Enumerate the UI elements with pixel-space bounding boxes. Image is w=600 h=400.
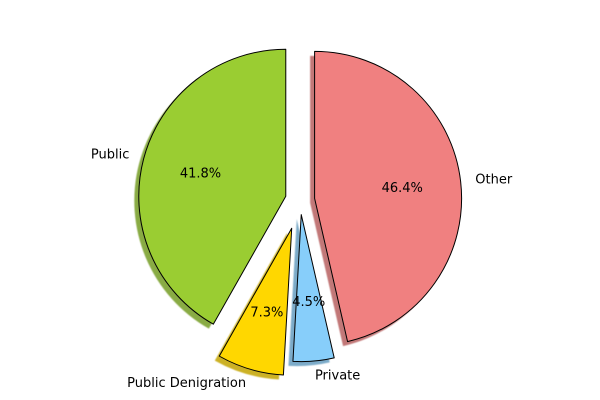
pct-label-private: 4.5% (292, 295, 325, 310)
pie-slice-public (138, 48, 287, 325)
pie-slice-other (314, 50, 463, 343)
category-label-public: Public (91, 148, 129, 163)
category-label-other: Other (475, 173, 513, 188)
pie-slice-public-denigration (218, 227, 293, 376)
pie-slice-private (292, 214, 335, 363)
pie-slices (138, 48, 463, 376)
pct-label-public: 41.8% (180, 166, 221, 181)
category-label-private: Private (315, 368, 360, 383)
category-label-public-denigration: Public Denigration (127, 376, 246, 391)
pct-label-public-denigration: 7.3% (250, 305, 283, 320)
pct-label-other: 46.4% (382, 181, 423, 196)
pie-labels: 41.8% Public 7.3% Public Denigration 4.5% Pri… (91, 148, 513, 391)
